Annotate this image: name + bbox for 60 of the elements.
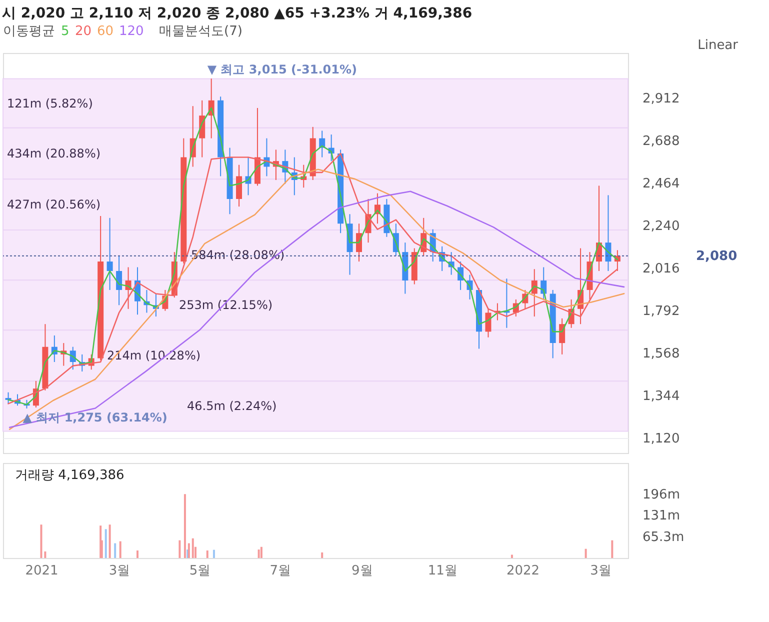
band-label: 121m (5.82%) — [7, 96, 93, 110]
annotation: ▼ 최고 3,015 (-31.01%) — [207, 62, 357, 77]
band-label: 427m (20.56%) — [7, 198, 101, 212]
candlestick — [5, 392, 12, 404]
x-tick-label: 9월 — [352, 564, 373, 578]
bar — [136, 550, 138, 558]
x-tick-label: 2021 — [25, 564, 58, 578]
chart-title: 거래량 4,169,386 — [15, 468, 124, 483]
text: 20 — [75, 24, 92, 39]
y-tick-label: 2,464 — [642, 176, 680, 192]
bar — [258, 549, 260, 558]
legend-title: 이동평균 — [3, 24, 55, 39]
y-tick-label: 2,240 — [642, 219, 680, 234]
bar — [584, 548, 587, 558]
candlestick — [540, 266, 547, 300]
text: 5 — [61, 24, 70, 39]
band-label: 46.5m (2.24%) — [187, 399, 277, 414]
ref-line-label: 2,080 — [696, 248, 738, 264]
x-tick-label: 3월 — [108, 564, 130, 578]
bar — [510, 554, 513, 558]
bar — [206, 550, 208, 558]
y-tick-label: 2,016 — [642, 261, 680, 276]
candlestick — [485, 308, 492, 338]
bar — [104, 529, 107, 558]
y-tick-label: 2,912 — [642, 92, 680, 107]
x-tick-label: 3월 — [590, 564, 612, 578]
y-tick-label: 2,688 — [642, 134, 680, 150]
chart-title: 시 2,020 고 2,110 저 2,020 종 2,080 ▲65 +3.23% 거 4,169,386 — [2, 6, 472, 22]
bar — [188, 543, 190, 558]
bar — [321, 552, 324, 558]
bar — [260, 546, 262, 558]
bar — [119, 541, 122, 558]
bar — [178, 540, 181, 558]
y-tick-label: 65.3m — [642, 530, 684, 546]
bar — [184, 494, 186, 558]
bar — [192, 538, 194, 558]
bar — [44, 551, 46, 558]
y-tick-label: 1,344 — [642, 388, 680, 404]
bar — [108, 524, 111, 558]
candlestick — [106, 217, 113, 290]
x-tick-label: 2022 — [506, 564, 540, 578]
bar — [40, 524, 42, 558]
text: 60 — [97, 24, 114, 39]
y-tick-label: 1,120 — [642, 431, 680, 446]
bar — [114, 543, 116, 558]
x-tick-label: 5월 — [189, 564, 211, 578]
candlestick — [116, 255, 122, 306]
y-tick-label: 1,568 — [642, 346, 680, 362]
x-tick-label: 11월 — [428, 564, 458, 578]
x-tick-label: 7월 — [270, 564, 292, 578]
y-tick-label: 131m — [642, 508, 680, 524]
text: 매물분석도(7) — [159, 24, 242, 39]
y-tick-label: 1,792 — [642, 304, 680, 319]
text: 120 — [119, 24, 144, 39]
band-label: 434m (20.88%) — [7, 146, 101, 160]
bar — [611, 540, 614, 558]
y-tick-label: 196m — [642, 487, 680, 502]
bar — [212, 550, 215, 558]
candlestick — [236, 164, 242, 208]
text: Linear — [698, 38, 739, 53]
